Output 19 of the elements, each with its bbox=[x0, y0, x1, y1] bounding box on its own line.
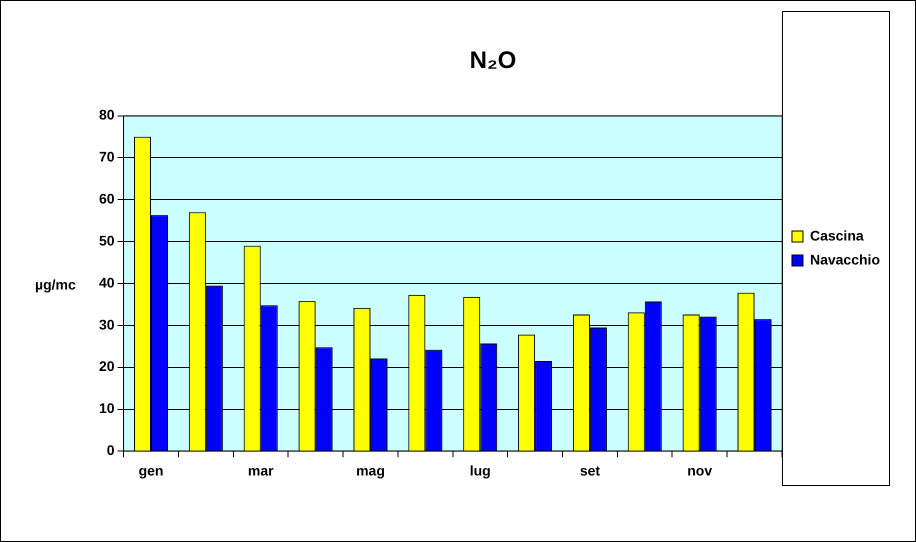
y-tick-label: 80 bbox=[98, 106, 115, 123]
x-tick-label: mar bbox=[248, 462, 274, 478]
y-tick-label: 40 bbox=[98, 274, 115, 290]
x-tick-label: mag bbox=[356, 462, 385, 478]
x-tick-label: set bbox=[580, 462, 600, 478]
x-tick-label: gen bbox=[138, 462, 164, 478]
y-tick-label: 50 bbox=[98, 232, 115, 248]
legend-label: Navacchio bbox=[810, 251, 880, 268]
y-tick-label: 30 bbox=[98, 316, 115, 332]
legend-label: Cascina bbox=[810, 227, 864, 244]
y-tick-label: 10 bbox=[98, 400, 115, 416]
y-axis-title: µg/mc bbox=[35, 276, 76, 292]
y-tick-label: 20 bbox=[98, 358, 115, 374]
x-tick-label: lug bbox=[470, 462, 491, 478]
chart-title: N₂O bbox=[470, 47, 516, 74]
y-tick-label: 0 bbox=[106, 442, 115, 458]
y-tick-label: 60 bbox=[98, 190, 115, 207]
y-tick-label: 70 bbox=[98, 148, 115, 165]
x-tick-label: nov bbox=[687, 462, 712, 478]
